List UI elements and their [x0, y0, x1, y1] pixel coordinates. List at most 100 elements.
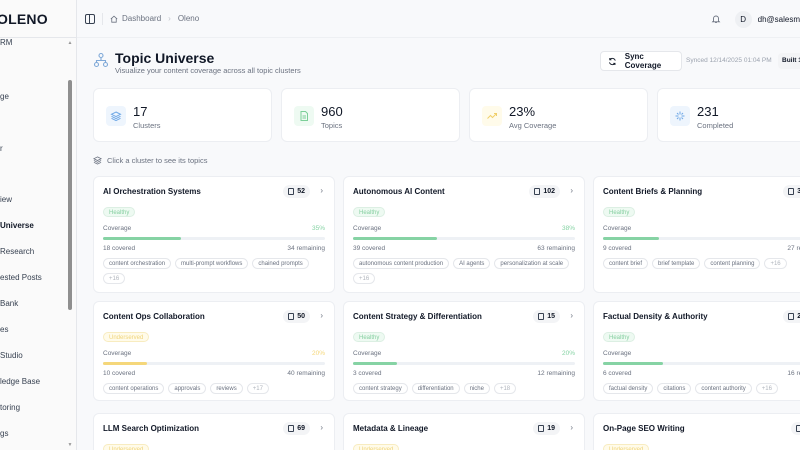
more-tags-badge[interactable]: +16	[103, 273, 126, 284]
topic-tags: content strategy differentiation niche +18	[353, 383, 575, 394]
more-tags-badge[interactable]: +16	[755, 383, 778, 394]
cluster-card[interactable]: LLM Search Optimization 69 › Underserved	[93, 413, 335, 450]
status-badge: Healthy	[603, 207, 636, 217]
sidebar-item[interactable]: Studio	[0, 351, 23, 360]
document-icon	[288, 313, 295, 320]
topic-count: 52	[297, 188, 305, 195]
topic-count-badge: 15	[533, 310, 560, 323]
topic-tag[interactable]: AI agents	[453, 258, 491, 269]
topic-tag[interactable]: brief template	[652, 258, 701, 269]
stat-card-avg-coverage: 23% Avg Coverage	[469, 88, 648, 142]
status-badge: Healthy	[103, 207, 136, 217]
topic-tag[interactable]: reviews	[210, 383, 243, 394]
status-badge: Underserved	[103, 444, 150, 450]
scrollbar-thumb[interactable]	[68, 80, 72, 310]
brand-logo[interactable]: OLENO	[0, 0, 76, 38]
chevron-right-icon[interactable]: ›	[320, 423, 323, 432]
coverage-progress-bar	[603, 362, 800, 365]
topic-tag[interactable]: autonomous content production	[353, 258, 450, 269]
stat-value: 17	[133, 104, 148, 119]
topic-count-badge: 22	[783, 310, 800, 323]
document-icon	[538, 313, 545, 320]
sidebar-item[interactable]: ge	[0, 92, 9, 101]
cluster-card[interactable]: Content Briefs & Planning36›HealthyCover…	[593, 176, 800, 293]
remaining-count: 34 remaining	[287, 245, 325, 252]
sidebar-item[interactable]: ledge Base	[0, 377, 41, 386]
sync-coverage-button[interactable]: Sync Coverage	[600, 51, 682, 71]
chevron-right-icon[interactable]: ›	[320, 186, 323, 195]
cluster-title: Content Ops Collaboration	[103, 312, 205, 321]
topic-count: 15	[547, 313, 555, 320]
topic-tag[interactable]: multi-prompt workflows	[175, 258, 249, 269]
bell-icon[interactable]	[711, 14, 721, 24]
topic-tag[interactable]: factual density	[603, 383, 654, 394]
scroll-up-icon[interactable]: ▲	[67, 40, 73, 46]
more-tags-badge[interactable]: +16	[764, 258, 787, 269]
topic-count: 22	[797, 313, 800, 320]
topic-tag[interactable]: niche	[463, 383, 490, 394]
document-icon	[788, 188, 795, 195]
chevron-right-icon: ›	[168, 14, 171, 23]
topic-tag[interactable]: approvals	[168, 383, 207, 394]
sidebar-item[interactable]: ested Posts	[0, 273, 42, 282]
sidebar-toggle-icon[interactable]	[85, 13, 95, 24]
topic-tag[interactable]: content operations	[103, 383, 165, 394]
document-icon	[538, 425, 545, 432]
topic-tag[interactable]: content brief	[603, 258, 649, 269]
cluster-card[interactable]: AI Orchestration Systems 52 › Healthy Covera…	[93, 176, 335, 293]
trending-up-icon	[482, 106, 502, 126]
topic-count: 50	[297, 313, 305, 320]
sidebar-item[interactable]: Bank	[0, 299, 19, 308]
chevron-right-icon[interactable]: ›	[320, 311, 323, 320]
topic-tag[interactable]: content orchestration	[103, 258, 172, 269]
topic-tag[interactable]: citations	[657, 383, 692, 394]
more-tags-badge[interactable]: +16	[353, 273, 376, 284]
sidebar-item[interactable]: iew	[0, 195, 13, 204]
sidebar-item[interactable]: es	[0, 325, 9, 334]
cluster-card[interactable]: On-Page SEO Writing›Underserved	[593, 413, 800, 450]
sidebar-item[interactable]: toring	[0, 403, 21, 412]
cluster-card[interactable]: Metadata & Lineage 19 › Underserved	[343, 413, 585, 450]
sidebar-scrollbar[interactable]: ▲ ▼	[67, 40, 73, 448]
coverage-percent: 38%	[561, 225, 575, 232]
chevron-right-icon[interactable]: ›	[570, 186, 573, 195]
refresh-icon	[609, 57, 616, 65]
cluster-card[interactable]: Content Strategy & Differentiation 15 › Hea…	[343, 301, 585, 401]
scroll-down-icon[interactable]: ▼	[67, 442, 73, 448]
breadcrumb-dashboard[interactable]: Dashboard	[122, 14, 162, 23]
sidebar-item[interactable]: gs	[0, 429, 9, 438]
topic-count-badge: 52	[283, 185, 310, 198]
topic-tag[interactable]: differentiation	[411, 383, 460, 394]
topic-tag[interactable]: content planning	[704, 258, 761, 269]
covered-count: 39 covered	[353, 245, 386, 252]
more-tags-badge[interactable]: +17	[246, 383, 269, 394]
breadcrumb-oleno[interactable]: Oleno	[177, 14, 200, 23]
topic-count-badge: 19	[533, 422, 560, 435]
chevron-right-icon[interactable]: ›	[570, 311, 573, 320]
coverage-percent: 20%	[561, 350, 575, 357]
coverage-progress-bar	[353, 362, 575, 365]
topic-tag[interactable]: chained prompts	[252, 258, 309, 269]
user-email[interactable]: dh@salesm	[757, 14, 800, 24]
sidebar-item[interactable]: Universe	[0, 221, 34, 230]
more-tags-badge[interactable]: +18	[493, 383, 517, 394]
topic-tag[interactable]: personalization at scale	[494, 258, 570, 269]
coverage-label: Coverage	[103, 350, 132, 357]
sidebar-item[interactable]: RM	[0, 38, 13, 47]
coverage-progress-bar	[103, 237, 325, 240]
sidebar-item[interactable]: Research	[0, 247, 35, 256]
covered-count: 18 covered	[103, 245, 136, 252]
cluster-card[interactable]: Autonomous AI Content 102 › Healthy Coverage…	[343, 176, 585, 293]
topic-tag[interactable]: content authority	[695, 383, 752, 394]
covered-count: 3 covered	[353, 370, 382, 377]
avatar[interactable]: D	[734, 10, 752, 28]
stat-label: Avg Coverage	[509, 121, 557, 130]
topic-tag[interactable]: content strategy	[353, 383, 408, 394]
cluster-card[interactable]: Factual Density & Authority22›HealthyCov…	[593, 301, 800, 401]
topic-count: 19	[547, 425, 555, 432]
sidebar-item[interactable]: r	[0, 144, 3, 153]
chevron-right-icon[interactable]: ›	[570, 423, 573, 432]
sparkle-icon	[670, 106, 690, 126]
coverage-label: Coverage	[103, 225, 132, 232]
cluster-card[interactable]: Content Ops Collaboration 50 › Underserved C…	[93, 301, 335, 401]
